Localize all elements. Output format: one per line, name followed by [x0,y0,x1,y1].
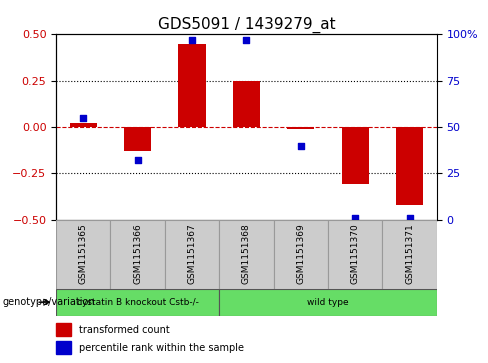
Bar [219,220,274,289]
Text: GSM1151365: GSM1151365 [79,223,88,284]
Bar [165,220,219,289]
Text: GSM1151370: GSM1151370 [351,223,360,284]
Bar [274,220,328,289]
Bar [342,127,369,184]
Point [80,115,87,121]
Point [297,143,305,148]
Bar [56,323,71,336]
Bar [56,289,219,316]
Bar [56,341,71,354]
Bar [383,220,437,289]
Text: GSM1151367: GSM1151367 [187,223,197,284]
Bar [179,44,205,127]
Text: GSM1151368: GSM1151368 [242,223,251,284]
Point [243,37,250,43]
Text: genotype/variation: genotype/variation [2,297,95,307]
Bar [70,123,97,127]
Point [351,215,359,221]
Bar [287,127,314,129]
Bar [56,220,110,289]
Point [406,215,413,221]
Bar [233,81,260,127]
Bar [219,289,437,316]
Bar [110,220,165,289]
Bar [328,220,383,289]
Point [188,37,196,43]
Text: transformed count: transformed count [79,325,170,335]
Point [134,158,142,163]
Bar [124,127,151,151]
Title: GDS5091 / 1439279_at: GDS5091 / 1439279_at [158,17,335,33]
Text: percentile rank within the sample: percentile rank within the sample [79,343,244,353]
Text: cystatin B knockout Cstb-/-: cystatin B knockout Cstb-/- [77,298,199,307]
Text: GSM1151369: GSM1151369 [296,223,305,284]
Text: wild type: wild type [307,298,349,307]
Bar [396,127,423,205]
Text: GSM1151371: GSM1151371 [405,223,414,284]
Text: GSM1151366: GSM1151366 [133,223,142,284]
